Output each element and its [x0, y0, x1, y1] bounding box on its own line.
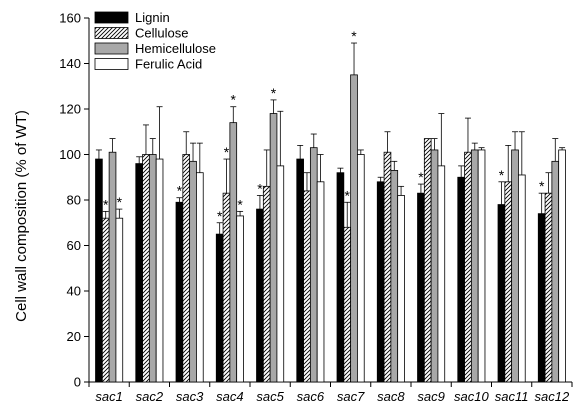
legend-label-lignin: Lignin	[135, 10, 170, 25]
y-tick-label: 0	[74, 375, 81, 390]
bar-cellulose	[222, 192, 231, 383]
y-tick-label: 80	[67, 193, 81, 208]
bar-cellulose	[343, 226, 352, 383]
bar-hemicellulose	[390, 170, 399, 383]
x-tick-label: sac1	[95, 389, 122, 404]
significance-star: *	[117, 194, 123, 210]
x-tick-label: sac11	[495, 389, 529, 404]
legend-swatch-ferulic-acid	[94, 58, 129, 70]
bar-hemicellulose	[350, 74, 358, 383]
significance-star: *	[418, 169, 424, 185]
bar-hemicellulose	[430, 149, 439, 383]
y-tick-label: 100	[59, 147, 81, 162]
significance-star: *	[231, 92, 237, 108]
legend-label-hemicellulose: Hemicellulose	[135, 41, 216, 56]
bar-lignin	[417, 192, 425, 383]
y-tick-label: 40	[67, 284, 81, 299]
y-tick-label: 60	[67, 238, 81, 253]
bar-ferulic-acid	[155, 158, 164, 383]
x-tick-label: sac4	[216, 389, 243, 404]
significance-star: *	[224, 144, 230, 160]
bar-cellulose	[142, 154, 150, 383]
bar-lignin	[175, 201, 184, 383]
y-tick-label: 120	[59, 102, 81, 117]
x-tick-label: sac3	[176, 389, 204, 404]
bar-lignin	[537, 213, 546, 383]
bar-lignin	[215, 233, 224, 383]
bar-ferulic-acid	[558, 149, 566, 383]
significance-star: *	[351, 28, 357, 44]
significance-star: *	[539, 178, 545, 194]
legend-label-cellulose: Cellulose	[135, 26, 188, 41]
bar-hemicellulose	[189, 160, 197, 383]
bar-hemicellulose	[551, 160, 560, 383]
bar-ferulic-acid	[316, 181, 325, 383]
significance-star: *	[217, 208, 223, 224]
x-tick-label: sac10	[454, 389, 489, 404]
bar-cellulose	[101, 217, 110, 383]
bar-ferulic-acid	[196, 172, 204, 383]
significance-star: *	[237, 196, 243, 212]
bar-hemicellulose	[470, 149, 479, 383]
bar-ferulic-acid	[357, 154, 365, 383]
legend-swatch-lignin	[94, 11, 129, 24]
bar-cellulose	[464, 151, 472, 383]
significance-star: *	[271, 85, 277, 101]
x-tick-label: sac8	[377, 389, 405, 404]
bar-cellulose	[303, 190, 311, 383]
x-tick-label: sac6	[297, 389, 325, 404]
x-tick-label: sac2	[136, 389, 164, 404]
bar-hemicellulose	[309, 147, 318, 383]
bar-hemicellulose	[229, 122, 238, 383]
y-tick-label: 160	[59, 11, 81, 26]
bar-lignin	[296, 158, 304, 383]
bar-lignin	[135, 163, 143, 383]
bar-ferulic-acid	[115, 217, 124, 383]
plot-area: 0 20 40 60 80 100 120 140 160 * * sac1 sac2 * sac3 * * * *…	[59, 10, 573, 404]
bar-cellulose	[423, 138, 432, 383]
bar-lignin	[336, 172, 345, 383]
bar-ferulic-acid	[518, 174, 526, 383]
bar-hemicellulose	[269, 113, 278, 383]
significance-star: *	[344, 187, 350, 203]
bar-cellulose	[383, 151, 392, 383]
bar-ferulic-acid	[477, 149, 486, 383]
bar-lignin	[497, 204, 506, 383]
bar-lignin	[95, 158, 103, 383]
y-tick-label: 140	[59, 56, 81, 71]
legend-swatch-hemicellulose	[94, 42, 129, 55]
bar-cellulose	[262, 185, 271, 383]
bar-hemicellulose	[511, 149, 519, 383]
x-tick-label: sac12	[535, 389, 570, 404]
significance-star: *	[103, 196, 109, 212]
bar-ferulic-acid	[437, 165, 446, 383]
significance-star: *	[177, 183, 183, 199]
bar-lignin	[457, 176, 465, 383]
y-axis-title: Cell wall composition (% of WT)	[13, 110, 30, 322]
significance-star: *	[257, 180, 263, 196]
bar-hemicellulose	[148, 154, 157, 383]
significance-star: *	[499, 167, 505, 183]
legend-label-ferulic-acid: Ferulic Acid	[135, 57, 202, 72]
bar-ferulic-acid	[397, 195, 405, 383]
bar-ferulic-acid	[236, 215, 244, 383]
x-tick-label: sac9	[417, 389, 444, 404]
bar-hemicellulose	[108, 151, 117, 383]
bar-cellulose	[504, 181, 513, 383]
bar-ferulic-acid	[276, 165, 285, 383]
bar-lignin	[376, 181, 385, 383]
x-tick-label: sac5	[256, 389, 284, 404]
bar-cellulose	[544, 192, 553, 383]
legend-swatch-cellulose	[94, 27, 129, 39]
x-tick-label: sac7	[337, 389, 365, 404]
bar-lignin	[256, 208, 264, 383]
bar-cellulose	[182, 154, 191, 383]
y-tick-label: 20	[67, 329, 81, 344]
